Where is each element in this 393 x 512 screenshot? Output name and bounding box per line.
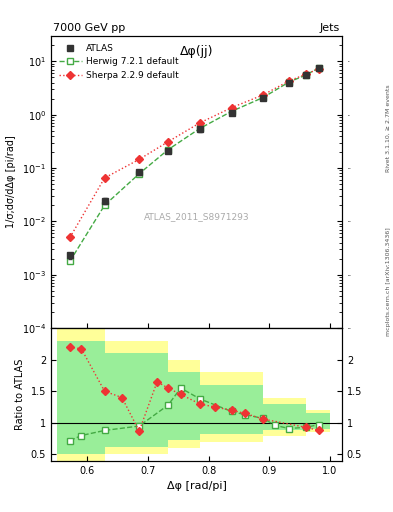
Legend: ATLAS, Herwig 7.2.1 default, Sherpa 2.2.9 default: ATLAS, Herwig 7.2.1 default, Sherpa 2.2.… (55, 40, 183, 83)
Y-axis label: Ratio to ATLAS: Ratio to ATLAS (15, 359, 25, 430)
Y-axis label: 1/σ;dσ/dΔφ [pi/rad]: 1/σ;dσ/dΔφ [pi/rad] (6, 136, 17, 228)
Text: ATLAS_2011_S8971293: ATLAS_2011_S8971293 (144, 212, 249, 222)
X-axis label: Δφ [rad/pi]: Δφ [rad/pi] (167, 481, 226, 491)
Text: Δφ(jj): Δφ(jj) (180, 45, 213, 58)
Text: Rivet 3.1.10, ≥ 2.7M events: Rivet 3.1.10, ≥ 2.7M events (386, 84, 391, 172)
Text: 7000 GeV pp: 7000 GeV pp (53, 23, 125, 33)
Text: mcplots.cern.ch [arXiv:1306.3436]: mcplots.cern.ch [arXiv:1306.3436] (386, 227, 391, 336)
Text: Jets: Jets (320, 23, 340, 33)
